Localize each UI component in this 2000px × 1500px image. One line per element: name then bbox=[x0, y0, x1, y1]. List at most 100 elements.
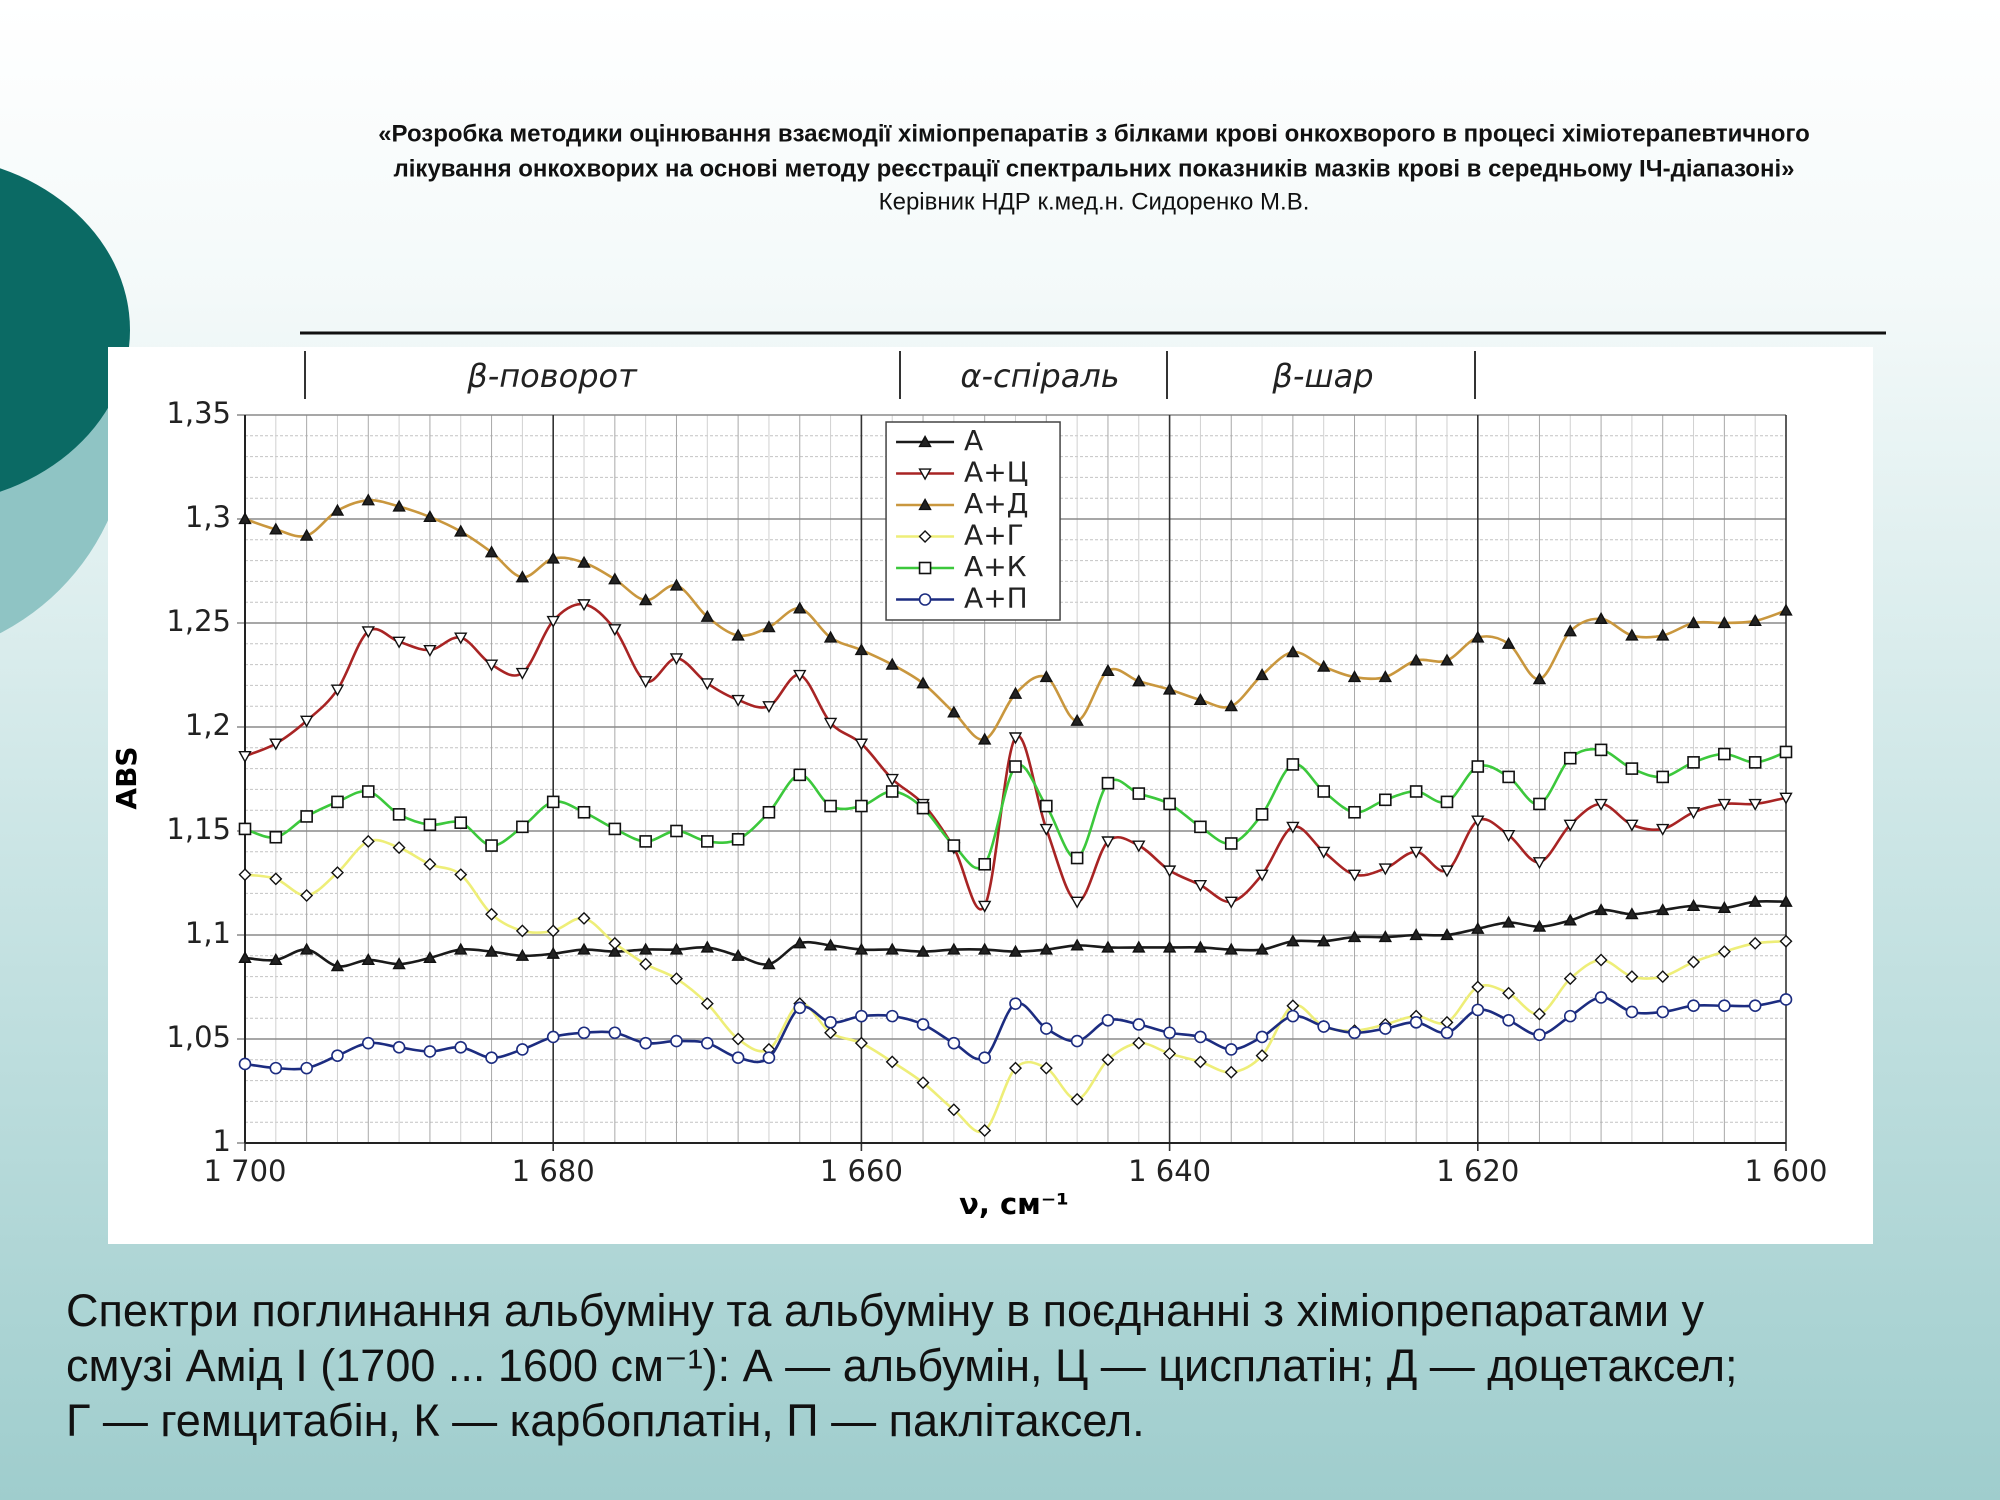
marker bbox=[1193, 940, 1208, 953]
marker bbox=[669, 653, 684, 666]
marker bbox=[916, 801, 930, 815]
marker bbox=[1717, 616, 1732, 629]
marker bbox=[669, 578, 684, 591]
marker bbox=[1317, 1020, 1330, 1033]
marker bbox=[423, 857, 437, 871]
marker bbox=[1748, 756, 1762, 769]
marker bbox=[1471, 980, 1485, 994]
region-label: β-поворот bbox=[466, 357, 638, 395]
marker bbox=[299, 715, 314, 728]
marker bbox=[238, 822, 252, 836]
legend-label: А+Ц bbox=[964, 456, 1028, 489]
legend: АА+ЦА+ДА+ГА+КА+П bbox=[885, 421, 1061, 621]
marker bbox=[1625, 628, 1639, 641]
marker bbox=[793, 768, 807, 782]
marker bbox=[1070, 1034, 1084, 1048]
marker bbox=[546, 795, 560, 809]
marker bbox=[854, 1036, 868, 1050]
marker bbox=[1409, 653, 1423, 666]
marker bbox=[423, 509, 437, 523]
marker bbox=[484, 659, 499, 672]
marker bbox=[1255, 942, 1269, 955]
marker bbox=[1440, 653, 1454, 666]
marker bbox=[1686, 616, 1701, 629]
marker bbox=[639, 957, 653, 971]
marker bbox=[670, 824, 683, 838]
marker bbox=[947, 942, 961, 955]
marker bbox=[1563, 751, 1577, 765]
marker bbox=[1533, 797, 1546, 811]
marker bbox=[1532, 672, 1547, 685]
marker bbox=[947, 839, 961, 852]
marker bbox=[731, 1032, 745, 1046]
marker bbox=[1563, 972, 1577, 986]
marker bbox=[1347, 930, 1362, 943]
marker bbox=[638, 593, 653, 606]
marker bbox=[1594, 743, 1608, 757]
marker bbox=[1532, 1007, 1546, 1021]
marker bbox=[1132, 787, 1146, 800]
marker bbox=[731, 833, 745, 846]
marker bbox=[1717, 901, 1732, 914]
x-tick-label: 1 680 bbox=[512, 1154, 595, 1188]
x-tick-label: 1 620 bbox=[1436, 1154, 1519, 1188]
marker bbox=[1625, 819, 1639, 832]
marker bbox=[577, 805, 591, 819]
marker bbox=[1779, 792, 1793, 805]
marker bbox=[916, 1076, 930, 1090]
marker bbox=[238, 868, 252, 882]
marker bbox=[1379, 1022, 1392, 1035]
marker bbox=[1286, 934, 1300, 947]
marker bbox=[1501, 915, 1516, 928]
y-tick-label: 1,15 bbox=[166, 812, 231, 846]
marker bbox=[577, 1026, 591, 1040]
caption-line: Г — гемцитабін, К — карбоплатін, П — пак… bbox=[66, 1395, 1145, 1446]
marker bbox=[269, 872, 283, 886]
marker bbox=[546, 924, 560, 938]
marker bbox=[1718, 747, 1731, 761]
marker bbox=[1224, 1043, 1238, 1056]
marker bbox=[361, 834, 375, 848]
marker bbox=[1625, 907, 1639, 920]
marker bbox=[1501, 830, 1516, 843]
marker bbox=[977, 900, 992, 913]
marker bbox=[918, 593, 932, 606]
marker bbox=[762, 805, 776, 819]
marker bbox=[1193, 879, 1208, 893]
marker bbox=[731, 628, 745, 641]
marker bbox=[1255, 808, 1269, 821]
marker bbox=[1101, 663, 1115, 676]
marker bbox=[1502, 770, 1515, 784]
marker bbox=[515, 924, 529, 938]
marker bbox=[1440, 865, 1454, 878]
marker bbox=[700, 997, 714, 1011]
marker bbox=[330, 684, 345, 697]
marker bbox=[824, 799, 837, 813]
marker bbox=[1748, 894, 1762, 907]
marker bbox=[423, 818, 437, 832]
marker bbox=[1625, 970, 1639, 984]
marker bbox=[1255, 668, 1269, 681]
marker bbox=[1687, 955, 1701, 969]
marker bbox=[1224, 942, 1238, 955]
marker bbox=[577, 942, 591, 955]
marker bbox=[516, 820, 529, 834]
marker bbox=[423, 950, 437, 963]
marker bbox=[823, 630, 838, 643]
marker bbox=[299, 528, 314, 541]
marker bbox=[1132, 840, 1146, 853]
marker bbox=[331, 1049, 344, 1062]
marker bbox=[793, 669, 807, 682]
marker bbox=[824, 1016, 837, 1029]
marker bbox=[947, 1103, 961, 1117]
marker bbox=[700, 835, 714, 848]
marker bbox=[1409, 1016, 1423, 1029]
marker bbox=[638, 676, 653, 689]
marker bbox=[577, 911, 591, 925]
marker bbox=[300, 810, 313, 823]
marker bbox=[299, 942, 314, 955]
marker bbox=[1532, 919, 1547, 932]
marker bbox=[1656, 1005, 1670, 1019]
marker bbox=[1748, 798, 1762, 811]
